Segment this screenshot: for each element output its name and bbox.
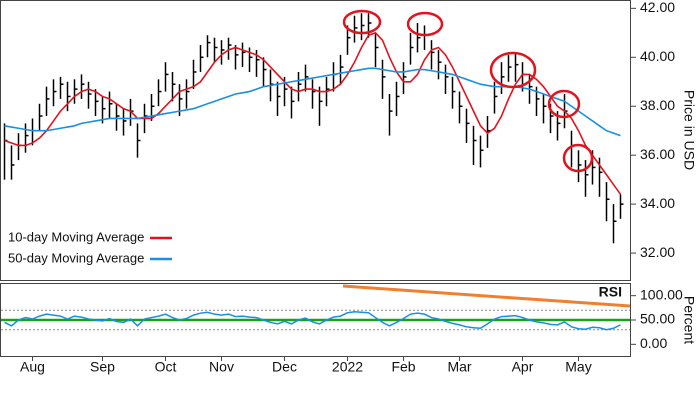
x-tick-label: Mar <box>447 359 471 375</box>
y-tick-label: 0.00 <box>640 335 667 351</box>
circle <box>489 51 537 89</box>
y-tick-label: 34.00 <box>640 195 675 211</box>
x-tick-label: Sep <box>90 359 115 375</box>
legend-label: 10-day Moving Average <box>8 229 144 244</box>
y-tick-label: 50.00 <box>640 311 675 327</box>
circle <box>406 11 444 37</box>
circle <box>342 9 382 35</box>
circle <box>547 89 581 119</box>
y-tick-label: 42.00 <box>640 0 675 15</box>
rsi-panel <box>0 283 631 357</box>
y-tick-label: 38.00 <box>640 97 675 113</box>
x-tick-label: Feb <box>391 359 415 375</box>
panel-title: RSI <box>599 284 622 300</box>
plot: 42.00 40.00 38.00 36.00 34.00 32.00 10-day Mov… <box>1 0 683 375</box>
x-tick-label: May <box>565 359 591 375</box>
y-tick-label: 36.00 <box>640 146 675 162</box>
y-tick-label: 32.00 <box>640 244 675 260</box>
annotation-circles <box>342 9 594 173</box>
y-axis-label: Percent <box>681 296 697 344</box>
y-axis-label: Price in USD <box>681 90 697 170</box>
circle <box>562 143 594 173</box>
rsi-line <box>4 310 621 331</box>
x-tick-label: Nov <box>209 359 234 375</box>
x-tick-label: Dec <box>272 359 297 375</box>
x-tick-label: 2022 <box>332 359 363 375</box>
legend-label: 50-day Moving Average <box>8 250 144 265</box>
x-tick-label: Apr <box>512 359 534 375</box>
x-tick-label: Oct <box>155 359 177 375</box>
moving-average-line <box>4 31 622 195</box>
x-tick-label: Aug <box>20 359 45 375</box>
y-tick-label: 40.00 <box>640 48 675 64</box>
y-tick-label: 100.00 <box>640 286 683 302</box>
price-panel <box>0 0 631 281</box>
trend-line <box>342 284 631 308</box>
